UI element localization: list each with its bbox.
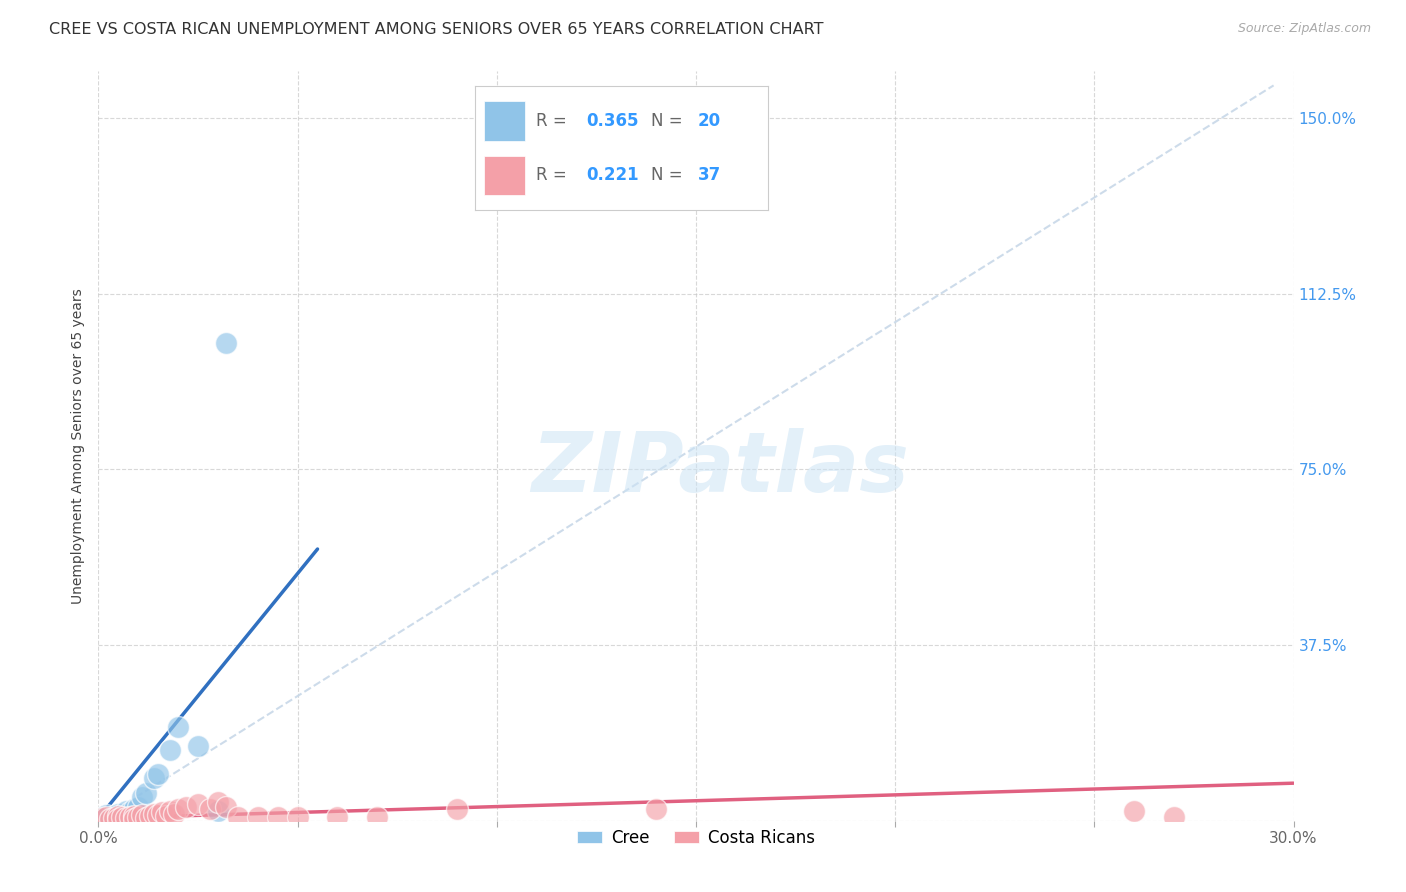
Point	[127, 810, 149, 824]
Point	[167, 720, 190, 734]
Point	[143, 772, 166, 786]
Point	[187, 797, 209, 812]
Text: Source: ZipAtlas.com: Source: ZipAtlas.com	[1237, 22, 1371, 36]
Point	[91, 811, 114, 825]
Point	[366, 810, 388, 824]
Point	[127, 799, 149, 814]
Point	[115, 805, 138, 819]
Point	[115, 810, 138, 824]
Point	[187, 739, 209, 753]
Text: ZIPatlas: ZIPatlas	[531, 428, 908, 509]
Point	[98, 811, 122, 825]
Point	[207, 805, 229, 819]
Point	[645, 802, 668, 816]
Point	[150, 805, 173, 820]
Point	[107, 812, 129, 826]
Point	[246, 810, 269, 824]
Point	[287, 810, 309, 824]
Point	[159, 805, 181, 819]
Point	[124, 802, 146, 816]
Point	[143, 806, 166, 821]
Point	[124, 812, 146, 826]
Point	[215, 799, 238, 814]
Point	[96, 808, 118, 822]
Point	[163, 807, 186, 822]
Point	[103, 811, 125, 825]
Point	[98, 812, 122, 826]
Point	[111, 810, 134, 824]
Point	[155, 809, 177, 823]
Point	[124, 809, 146, 823]
Legend: Cree, Costa Ricans: Cree, Costa Ricans	[571, 822, 821, 854]
Point	[446, 802, 468, 816]
Point	[120, 810, 142, 824]
Point	[107, 809, 129, 823]
Point	[159, 743, 181, 757]
Point	[148, 767, 170, 781]
Point	[207, 795, 229, 809]
Point	[226, 810, 249, 824]
Y-axis label: Unemployment Among Seniors over 65 years: Unemployment Among Seniors over 65 years	[72, 288, 86, 604]
Point	[198, 802, 221, 816]
Point	[120, 805, 142, 820]
Point	[215, 336, 238, 351]
Point	[115, 811, 138, 825]
Point	[96, 810, 118, 824]
Point	[167, 802, 190, 816]
Point	[131, 808, 153, 822]
Point	[135, 811, 157, 825]
Point	[131, 790, 153, 805]
Point	[111, 811, 134, 825]
Point	[326, 810, 349, 824]
Point	[135, 786, 157, 800]
Point	[1123, 805, 1146, 819]
Point	[107, 806, 129, 821]
Point	[267, 810, 290, 824]
Text: CREE VS COSTA RICAN UNEMPLOYMENT AMONG SENIORS OVER 65 YEARS CORRELATION CHART: CREE VS COSTA RICAN UNEMPLOYMENT AMONG S…	[49, 22, 824, 37]
Point	[103, 809, 125, 823]
Point	[139, 809, 162, 823]
Point	[148, 808, 170, 822]
Point	[1163, 810, 1185, 824]
Point	[91, 810, 114, 824]
Point	[174, 799, 197, 814]
